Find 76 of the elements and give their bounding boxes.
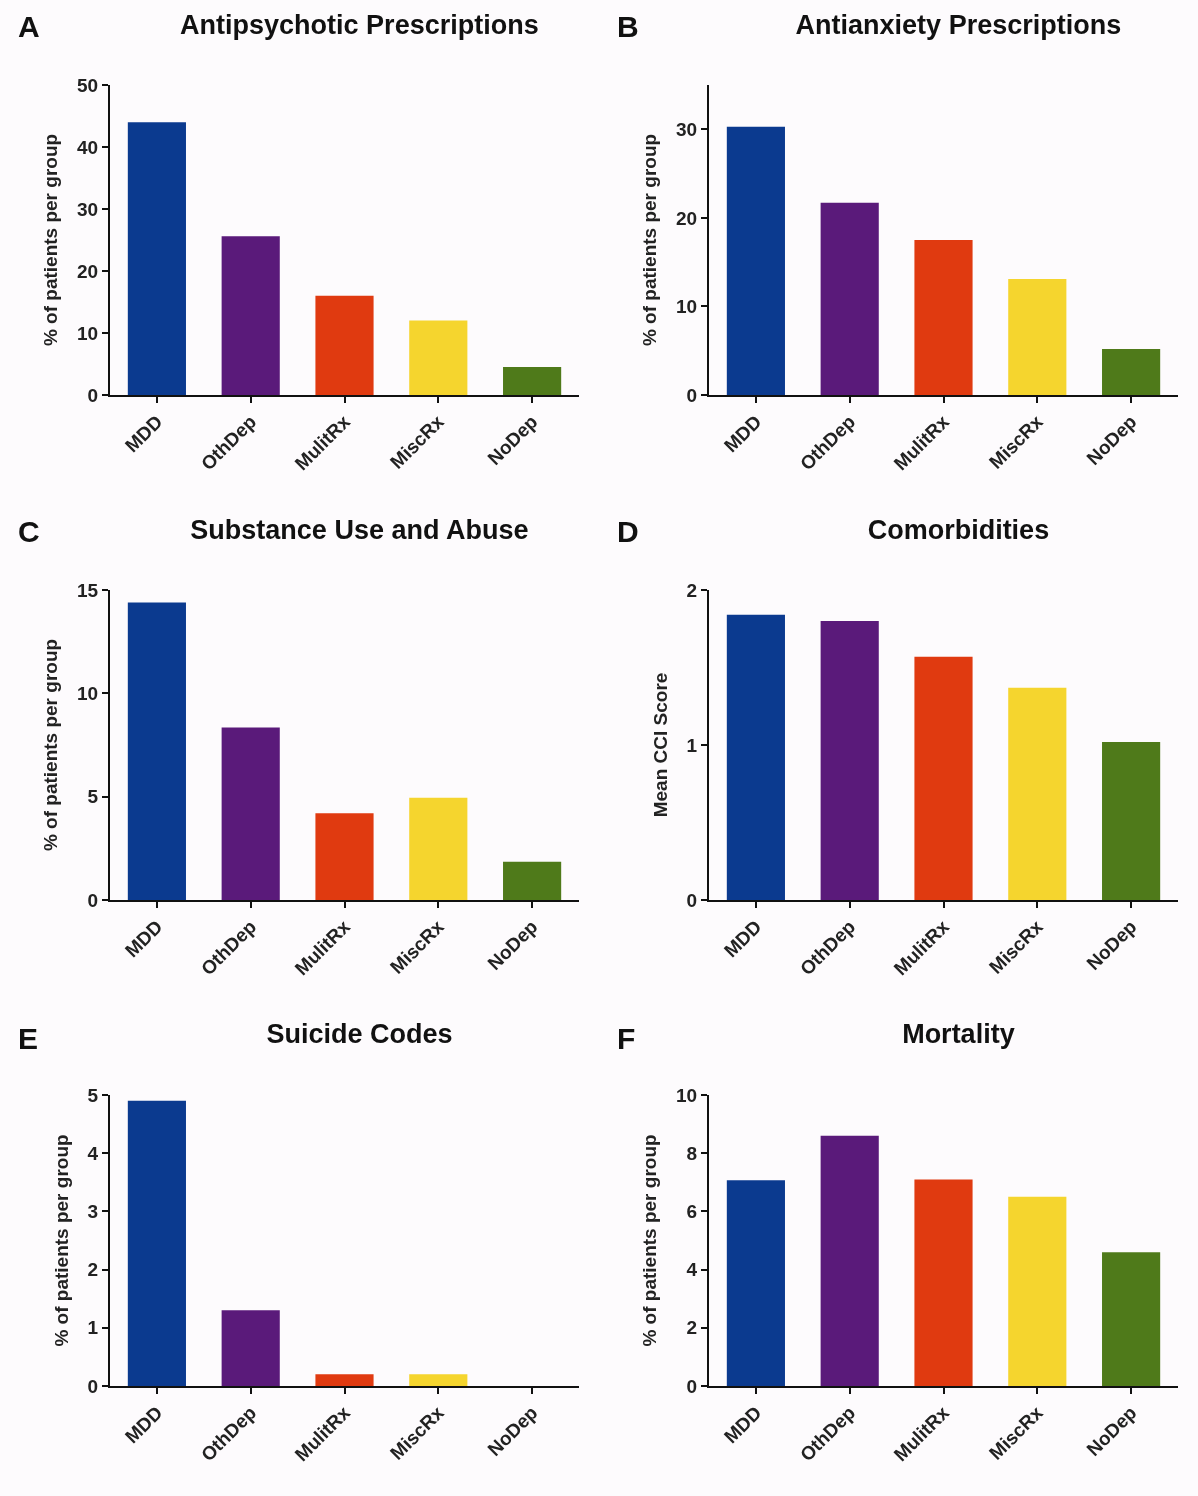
bar [315,813,374,900]
y-tick-label: 10 [77,682,99,704]
y-tick-label: 2 [87,1259,99,1281]
y-tick-label: 1 [87,1317,99,1339]
y-axis-title: % of patients per group [40,638,62,852]
bar [221,1310,280,1386]
bar [1102,348,1161,395]
y-axis-title: % of patients per group [50,1134,72,1347]
chart-title: Comorbidities [867,515,1050,546]
bar [914,1179,973,1386]
bar [409,797,468,900]
y-tick-label: 0 [686,889,698,911]
chart-title: Mortality [902,1019,1015,1050]
bar [726,1180,785,1386]
y-tick-label: 30 [77,198,99,220]
y-tick-label: 4 [87,1142,99,1164]
y-tick-label: 10 [77,322,99,344]
bar [820,202,879,395]
bar [127,602,186,900]
bar [503,861,562,900]
y-tick-label: 30 [676,118,698,140]
y-axis-title: Mean CCI Score [649,672,671,818]
bar [1102,1252,1161,1386]
bar [127,122,186,395]
text: A [18,10,40,43]
bar [221,236,280,395]
y-tick-label: 0 [87,1375,99,1397]
bar [315,295,374,395]
y-tick-label: 10 [676,296,698,318]
bar [1008,687,1067,900]
text: B [617,10,639,43]
y-tick-label: 50 [77,74,99,96]
y-tick-label: 8 [686,1142,698,1164]
y-tick-label: 3 [87,1201,99,1223]
bar [1102,741,1161,900]
chart-title: Suicide Codes [266,1019,453,1050]
y-tick-label: 20 [77,260,99,282]
y-tick-label: 0 [87,889,99,911]
bar [820,1135,879,1386]
y-tick-label: 20 [676,207,698,229]
bar [315,1374,374,1386]
text: C [18,515,40,548]
text: F [617,1022,636,1055]
bar [914,240,973,395]
y-tick-label: 0 [686,384,698,406]
y-axis-title: % of patients per group [639,133,661,347]
bar [409,1374,468,1386]
chart-title: Substance Use and Abuse [190,515,529,546]
y-tick-label: 5 [87,1084,99,1106]
y-tick-label: 2 [686,579,698,601]
bar [409,320,468,395]
text: D [617,515,639,548]
chart-title: Antipsychotic Prescriptions [180,10,539,41]
y-tick-label: 6 [686,1201,698,1223]
chart-title: Antianxiety Prescriptions [795,10,1122,41]
y-axis-title: % of patients per group [639,1134,661,1347]
y-tick-label: 40 [77,136,99,158]
bar [503,367,562,395]
y-tick-label: 2 [686,1317,698,1339]
bar [914,656,973,900]
y-tick-label: 4 [686,1259,698,1281]
text: E [18,1022,39,1055]
y-tick-label: 0 [686,1375,698,1397]
y-tick-label: 0 [87,384,99,406]
y-tick-label: 1 [686,734,698,756]
bar [1008,278,1067,395]
bar [726,614,785,900]
bar [726,126,785,395]
y-tick-label: 5 [87,786,99,808]
bar [820,621,879,900]
y-axis-title: % of patients per group [40,133,62,347]
y-tick-label: 15 [77,579,99,601]
bar [127,1100,186,1386]
bar [221,727,280,900]
y-tick-label: 10 [676,1084,698,1106]
bar [1008,1196,1067,1386]
